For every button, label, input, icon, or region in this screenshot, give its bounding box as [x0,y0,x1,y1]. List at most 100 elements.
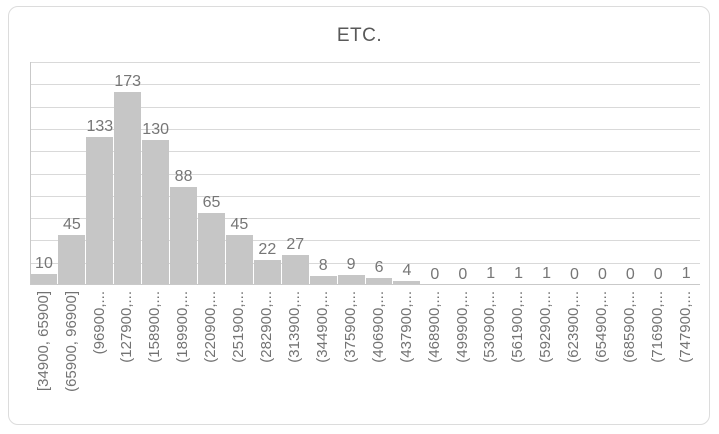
x-axis-tick-label: (282900,... [258,291,276,363]
bars-container: 10 45 133 173 130 88 65 45 22 27 8 9 6 4 0 0 1 1 1 0 0 0 0 1 [30,62,700,285]
bar-value-label: 0 [570,266,579,283]
bar-value-label: 1 [681,264,691,282]
bar-cell: 8 [309,62,337,285]
bar-value-label: 10 [35,254,53,272]
bar-value-label: 45 [230,215,249,233]
x-axis-label-cell: (654900,... [588,291,616,425]
bar-cell: 0 [561,62,589,285]
x-axis-label-cell: (406900,... [365,291,393,425]
x-axis-label-cell: (375900,... [337,291,365,425]
plot-area: 10 45 133 173 130 88 65 45 22 27 8 9 6 4 0 0 1 1 1 0 0 0 0 1 [30,62,700,285]
x-axis-label-cell: (623900,... [561,291,589,425]
histogram-bar[interactable] [114,92,142,285]
bar-cell: 9 [337,62,365,285]
x-axis-tick-label: (437900,... [397,291,415,363]
bar-value-label: 4 [402,261,412,279]
x-axis-label-cell: (561900,... [505,291,533,425]
bar-value-label: 0 [597,266,607,283]
x-axis-tick-label: (220900,... [202,291,220,363]
x-axis-label-cell: (65900, 96900] [58,291,86,425]
gridline [30,84,700,86]
bar-cell: 65 [198,62,226,285]
bar-cell: 133 [86,62,114,285]
x-axis-label-cell: [34900, 65900] [30,291,58,425]
histogram-bar[interactable] [281,254,309,285]
x-axis-tick-label: (685900,... [621,291,639,363]
gridline [30,62,700,63]
x-axis-tick-label: (561900,... [509,291,527,363]
x-axis-label-cell: (251900,... [225,291,253,425]
bar-cell: 10 [30,62,58,285]
bar-cell: 0 [449,62,477,285]
x-axis-label-cell: (96900,... [86,291,114,425]
x-axis-tick-label: (127900,... [118,291,136,363]
x-axis-label-cell: (282900,... [253,291,281,425]
histogram-bar[interactable] [170,186,198,285]
x-axis-label-cell: (685900,... [616,291,644,425]
x-axis-label-cell: (220900,... [198,291,226,425]
bar-value-label: 1 [514,264,524,282]
bar-value-label: 45 [62,215,81,233]
bar-value-label: 173 [114,73,142,91]
bar-value-label: 65 [202,193,221,211]
gridline [30,151,700,153]
x-axis-label-cell: (592900,... [533,291,561,425]
bar-value-label: 0 [430,266,440,283]
x-axis-tick-label: (716900,... [648,291,666,363]
x-axis-tick-label: (158900,... [146,291,164,363]
bar-cell: 130 [142,62,170,285]
histogram-bar[interactable] [198,212,225,285]
gridline [30,218,700,220]
histogram-bar[interactable] [30,273,58,285]
bar-cell: 1 [672,62,700,285]
x-axis-label-cell: (530900,... [477,291,505,425]
bar-value-label: 133 [86,117,114,135]
histogram-bar[interactable] [86,136,114,285]
y-axis-line [30,62,31,285]
bar-cell: 27 [281,62,309,285]
histogram-bar[interactable] [309,276,337,285]
bar-cell: 22 [253,62,281,285]
bar-value-label: 1 [542,264,551,282]
x-axis-tick-label: (499900,... [453,291,471,363]
bar-cell: 45 [225,62,253,285]
x-axis-tick-label: (654900,... [593,291,611,363]
bar-value-label: 6 [374,259,384,277]
bar-cell: 4 [393,62,421,285]
bar-value-label: 27 [286,235,305,253]
x-axis-tick-label: (406900,... [369,291,387,363]
x-axis-line [30,284,700,285]
x-axis-tick-label: (747900,... [676,291,694,363]
gridline [30,195,700,197]
x-axis-tick-label: (344900,... [313,291,331,363]
histogram-bar[interactable] [58,234,86,285]
histogram-bar[interactable] [337,274,365,285]
gridline [30,173,700,175]
histogram-bar[interactable] [365,278,393,285]
x-axis-tick-label: (592900,... [537,291,555,363]
x-axis-tick-label: (96900,... [90,291,108,355]
chart-title: ETC. [336,25,383,46]
x-axis-tick-label: (530900,... [481,291,499,363]
x-axis-label-cell: (468900,... [421,291,449,425]
x-axis-label-cell: (127900,... [114,291,142,425]
x-axis-label-cell: (716900,... [644,291,672,425]
bar-cell: 0 [588,62,616,285]
bar-cell: 88 [170,62,198,285]
bar-cell: 0 [421,62,449,285]
bar-cell: 0 [616,62,644,285]
histogram-bar[interactable] [253,260,281,285]
x-axis-label-cell: (344900,... [309,291,337,425]
x-axis-label-cell: (158900,... [142,291,170,425]
bar-cell: 1 [477,62,505,285]
x-axis-tick-label: (313900,... [286,291,303,363]
bar-value-label: 88 [174,167,193,185]
bar-value-label: 0 [653,266,663,283]
x-axis-tick-label: (251900,... [230,291,248,363]
histogram-bar[interactable] [225,234,253,285]
histogram-bar[interactable] [393,280,421,285]
x-axis-label-cell: (313900,... [281,291,309,425]
bar-cell: 6 [365,62,393,285]
histogram-bar[interactable] [142,140,170,285]
